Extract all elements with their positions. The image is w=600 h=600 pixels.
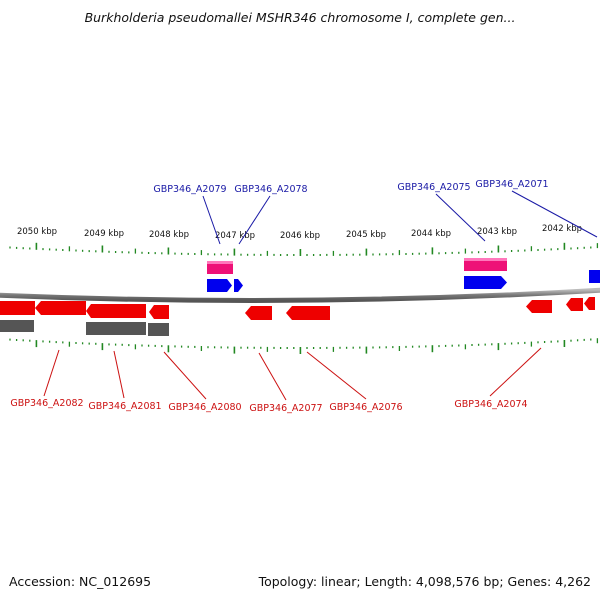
cds-arrow-reverse[interactable] (35, 301, 86, 315)
gene-label-forward[interactable]: GBP346_A2078 (234, 184, 307, 195)
scale-label: 2042 kbp (542, 224, 582, 234)
gene-label-reverse[interactable]: GBP346_A2077 (249, 403, 322, 414)
scale-label: 2050 kbp (17, 227, 57, 237)
gene-feature[interactable] (148, 323, 169, 336)
cds-arrow-forward[interactable] (464, 276, 507, 289)
gene-label-reverse[interactable]: GBP346_A2081 (88, 401, 161, 412)
tick-track-top (9, 242, 599, 256)
forward-cds-track (207, 270, 600, 292)
cds-arrow-forward[interactable] (207, 279, 232, 292)
reverse-cds-track (0, 297, 595, 320)
gene-feature[interactable] (86, 322, 146, 335)
scale-label: 2045 kbp (346, 230, 386, 240)
cds-arrow-reverse[interactable] (149, 305, 169, 319)
gene-highlight (464, 258, 507, 261)
reverse-labels: GBP346_A2082 GBP346_A2081 GBP346_A2080 G… (10, 398, 527, 414)
chromosome-backbone (0, 287, 600, 303)
gene-label-forward[interactable]: GBP346_A2079 (153, 184, 226, 195)
scale-label: 2047 kbp (215, 231, 255, 241)
scale-label: 2048 kbp (149, 230, 189, 240)
forward-label-leaders (202, 190, 598, 245)
cds-arrow-reverse[interactable] (584, 297, 595, 310)
cds-arrow-reverse[interactable] (286, 306, 330, 320)
scale-label: 2044 kbp (411, 229, 451, 239)
topology-text: Topology: linear; Length: 4,098,576 bp; … (258, 574, 591, 589)
cds-arrow-reverse[interactable] (245, 306, 272, 320)
gene-feature[interactable] (464, 258, 507, 271)
cds-arrow-reverse[interactable] (526, 300, 552, 313)
scale-label: 2046 kbp (280, 231, 320, 241)
reverse-label-leaders (43, 347, 542, 401)
scale-labels: 2050 kbp 2049 kbp 2048 kbp 2047 kbp 2046… (17, 224, 582, 241)
gene-label-reverse[interactable]: GBP346_A2074 (454, 399, 527, 410)
cds-arrow-reverse[interactable] (0, 301, 35, 315)
gene-label-reverse[interactable]: GBP346_A2082 (10, 398, 83, 409)
accession-text: Accession: NC_012695 (9, 574, 152, 589)
scale-label: 2049 kbp (84, 229, 124, 239)
forward-gene-track (207, 258, 507, 274)
cds-arrow-forward[interactable] (589, 270, 600, 283)
map-title: Burkholderia pseudomallei MSHR346 chromo… (84, 10, 516, 25)
gene-label-reverse[interactable]: GBP346_A2076 (329, 402, 402, 413)
gene-label-forward[interactable]: GBP346_A2071 (475, 179, 548, 190)
gene-label-reverse[interactable]: GBP346_A2080 (168, 402, 241, 413)
cds-arrow-reverse[interactable] (566, 298, 583, 311)
gene-feature[interactable] (207, 261, 233, 274)
gene-feature[interactable] (0, 320, 34, 332)
forward-labels: GBP346_A2079 GBP346_A2078 GBP346_A2075 G… (153, 179, 548, 195)
cds-arrow-forward[interactable] (234, 279, 243, 292)
reverse-gene-track (0, 320, 169, 336)
scale-label: 2043 kbp (477, 227, 517, 237)
gene-highlight (207, 261, 233, 264)
cds-arrow-reverse[interactable] (86, 304, 146, 318)
tick-track-bottom (9, 338, 599, 354)
gene-label-forward[interactable]: GBP346_A2075 (397, 182, 470, 193)
